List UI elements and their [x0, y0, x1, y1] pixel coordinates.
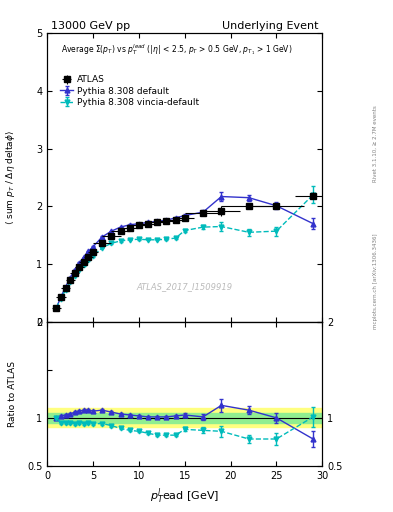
Text: mcplots.cern.ch [arXiv:1306.3436]: mcplots.cern.ch [arXiv:1306.3436]: [373, 234, 378, 329]
Y-axis label: Ratio to ATLAS: Ratio to ATLAS: [8, 361, 17, 427]
Bar: [47, 408, 322, 428]
Legend: ATLAS, Pythia 8.308 default, Pythia 8.308 vincia-default: ATLAS, Pythia 8.308 default, Pythia 8.30…: [60, 75, 199, 107]
Text: Average $\Sigma(p_T)$ vs $p_T^{lead}$ ($|\eta|$ < 2.5, $p_T$ > 0.5 GeV, $p_{T_1}: Average $\Sigma(p_T)$ vs $p_T^{lead}$ ($…: [61, 42, 292, 57]
Text: Rivet 3.1.10, ≥ 2.7M events: Rivet 3.1.10, ≥ 2.7M events: [373, 105, 378, 182]
Text: 13000 GeV pp: 13000 GeV pp: [51, 20, 130, 31]
Bar: [47, 413, 322, 422]
Text: Underlying Event: Underlying Event: [222, 20, 318, 31]
Text: ATLAS_2017_I1509919: ATLAS_2017_I1509919: [137, 283, 233, 292]
Y-axis label: $\langle$ sum $p_T$ / $\Delta\eta$ delta$\phi\rangle$: $\langle$ sum $p_T$ / $\Delta\eta$ delta…: [4, 130, 17, 225]
X-axis label: $p_T^l$ead [GeV]: $p_T^l$ead [GeV]: [150, 486, 219, 506]
